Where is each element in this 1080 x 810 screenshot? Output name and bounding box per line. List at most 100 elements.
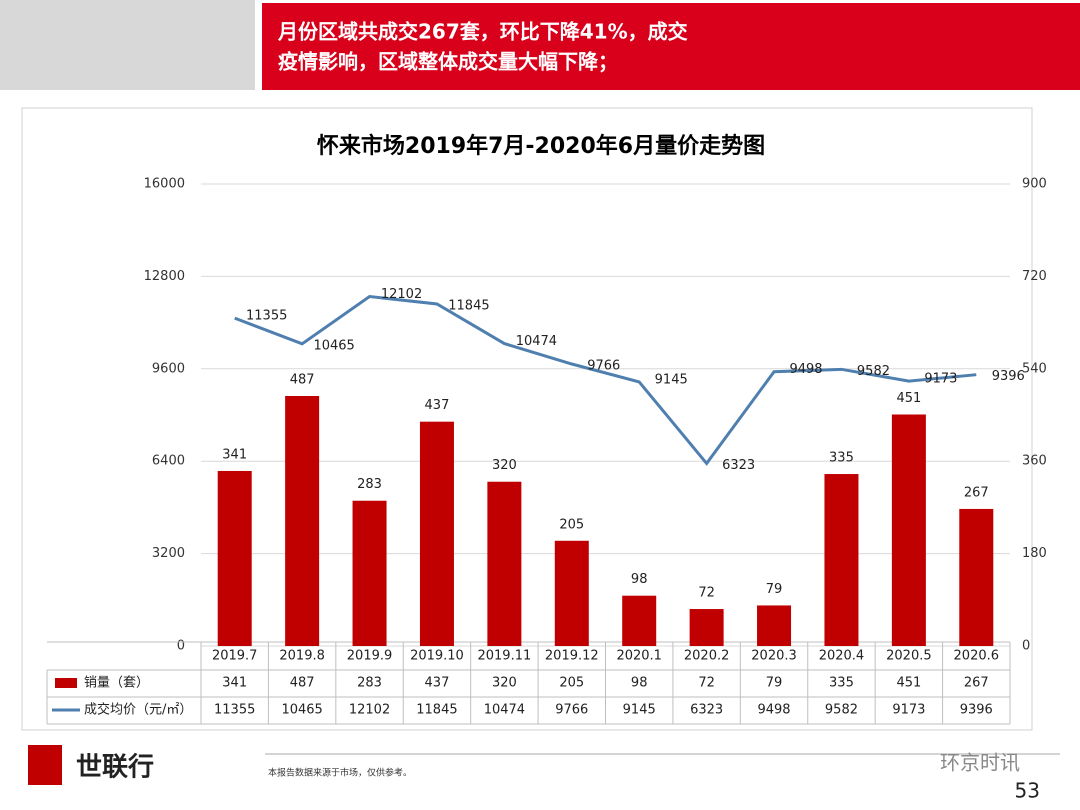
table-cell: 9396 xyxy=(960,703,993,718)
table-cell: 9173 xyxy=(892,703,925,718)
table-cell: 9498 xyxy=(757,703,790,718)
table-cell: 320 xyxy=(492,676,517,691)
y-tick-label: 0 xyxy=(177,639,185,654)
header-image xyxy=(0,0,255,90)
y2-tick-label: 0 xyxy=(1022,639,1030,654)
y-tick-label: 6400 xyxy=(152,454,185,469)
table-cell: 10474 xyxy=(484,703,525,718)
bar xyxy=(352,500,387,646)
line-label: 6323 xyxy=(722,458,755,473)
x-tick-label: 2019.10 xyxy=(410,649,464,664)
line-label: 11845 xyxy=(448,298,489,313)
bar-label: 79 xyxy=(766,582,783,597)
y2-tick-label: 540 xyxy=(1022,361,1047,376)
x-tick-label: 2020.3 xyxy=(751,649,797,664)
x-tick-label: 2019.8 xyxy=(279,649,325,664)
line-label: 10474 xyxy=(516,334,557,349)
bar xyxy=(959,508,994,646)
bar-label: 320 xyxy=(492,458,517,473)
line-label: 12102 xyxy=(381,287,422,302)
line-label: 9173 xyxy=(924,372,957,387)
bar-label: 487 xyxy=(290,373,315,388)
bar-label: 341 xyxy=(222,447,247,462)
legend-label: 销量（套） xyxy=(84,675,149,691)
line xyxy=(234,295,977,466)
bar xyxy=(824,474,859,646)
watermark: 环京时讯 xyxy=(940,751,1020,775)
header-text: 月份区域共成交267套，环比下降41%，成交 xyxy=(277,20,688,44)
table-cell: 9145 xyxy=(623,703,656,718)
bar xyxy=(689,609,724,646)
y2-tick-label: 720 xyxy=(1022,269,1047,284)
bar-label: 267 xyxy=(964,485,989,500)
bar-label: 283 xyxy=(357,477,382,492)
y-tick-label: 9600 xyxy=(152,361,185,376)
y-tick-label: 3200 xyxy=(152,546,185,561)
line-label: 9396 xyxy=(992,369,1025,384)
footer-note: 本报告数据来源于市场，仅供参考。 xyxy=(268,767,412,779)
table-cell: 9582 xyxy=(825,703,858,718)
line-label: 9145 xyxy=(655,372,688,387)
table-cell: 335 xyxy=(829,676,854,691)
table-cell: 98 xyxy=(631,676,648,691)
y2-tick-label: 180 xyxy=(1022,546,1047,561)
chart-frame xyxy=(21,107,1033,731)
y-tick-label: 16000 xyxy=(144,177,185,192)
table-cell: 11845 xyxy=(416,703,457,718)
x-tick-label: 2020.6 xyxy=(954,649,1000,664)
y-tick-label: 12800 xyxy=(144,269,185,284)
page-number: 53 xyxy=(1015,779,1040,803)
line-label: 9766 xyxy=(587,359,620,374)
header-text: 疫情影响，区域整体成交量大幅下降； xyxy=(278,50,618,74)
table-cell: 487 xyxy=(290,676,315,691)
x-tick-label: 2019.7 xyxy=(212,649,258,664)
bar xyxy=(622,595,657,646)
table-cell: 11355 xyxy=(214,703,255,718)
bar-label: 205 xyxy=(559,517,584,532)
table-cell: 9766 xyxy=(555,703,588,718)
bar-label: 451 xyxy=(896,391,921,406)
bar xyxy=(757,605,792,646)
legend-label: 成交均价（元/㎡） xyxy=(84,702,192,718)
bar-label: 437 xyxy=(425,398,450,413)
bar xyxy=(487,481,522,646)
bar-label: 72 xyxy=(698,586,715,601)
x-tick-label: 2020.5 xyxy=(886,649,932,664)
bar-label: 335 xyxy=(829,451,854,466)
line-label: 9498 xyxy=(789,362,822,377)
table-cell: 451 xyxy=(896,676,921,691)
x-tick-label: 2020.4 xyxy=(819,649,865,664)
bar xyxy=(419,421,454,646)
table-cell: 267 xyxy=(964,676,989,691)
logo xyxy=(28,745,62,785)
bar xyxy=(285,396,320,646)
table-cell: 205 xyxy=(559,676,584,691)
bar xyxy=(554,540,589,646)
legend-swatch xyxy=(55,678,77,688)
table-cell: 12102 xyxy=(349,703,390,718)
x-tick-label: 2019.11 xyxy=(477,649,531,664)
line-label: 10465 xyxy=(313,338,354,353)
x-tick-label: 2019.12 xyxy=(545,649,599,664)
x-tick-label: 2020.1 xyxy=(616,649,662,664)
line-label: 9582 xyxy=(857,364,890,379)
y2-tick-label: 360 xyxy=(1022,454,1047,469)
bar xyxy=(891,414,926,646)
line-label: 11355 xyxy=(246,309,287,324)
table-cell: 341 xyxy=(222,676,247,691)
chart-title: 怀来市场2019年7月-2020年6月量价走势图 xyxy=(317,133,765,159)
table-cell: 79 xyxy=(766,676,783,691)
x-tick-label: 2020.2 xyxy=(684,649,730,664)
bar xyxy=(217,470,252,646)
table-cell: 6323 xyxy=(690,703,723,718)
brand: 世联行 xyxy=(76,752,154,783)
header-banner xyxy=(262,3,1080,90)
table-cell: 72 xyxy=(698,676,715,691)
table-cell: 437 xyxy=(425,676,450,691)
bar-label: 98 xyxy=(631,572,648,587)
x-tick-label: 2019.9 xyxy=(347,649,393,664)
table-cell: 283 xyxy=(357,676,382,691)
y2-tick-label: 900 xyxy=(1022,177,1047,192)
table-cell: 10465 xyxy=(281,703,322,718)
